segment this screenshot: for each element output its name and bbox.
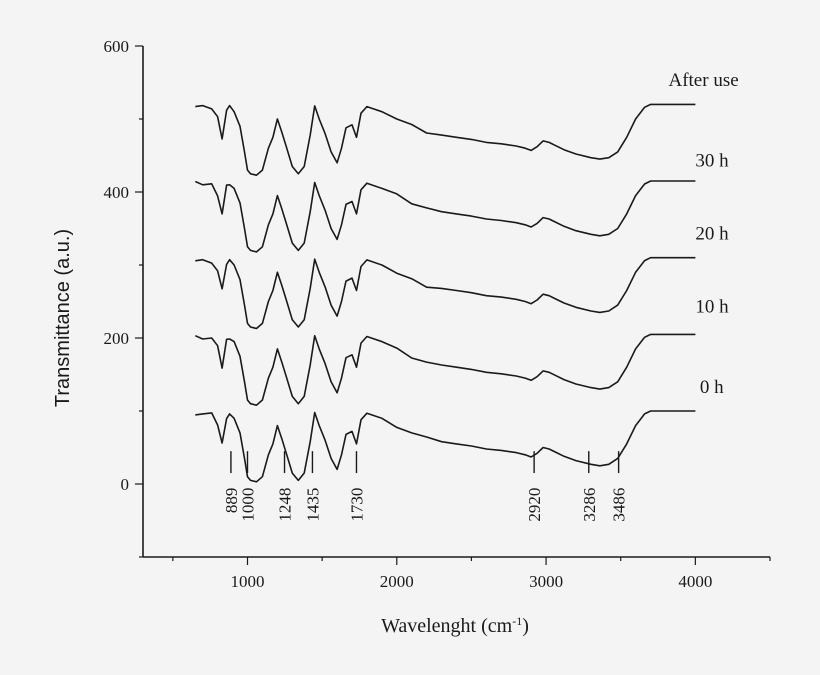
series-line [195, 410, 696, 483]
plot-area: 0 200 400 600 1000 2000 3000 4000 0 h 10 h 20 h 30 … [104, 37, 771, 591]
peak-marker-label: 2920 [525, 488, 544, 522]
peak-marker-label: 1000 [239, 488, 258, 522]
series-label: 0 h [700, 377, 724, 398]
peak-marker-label: 1248 [276, 488, 295, 522]
x-tick-label: 4000 [678, 572, 712, 591]
y-axis-label: Transmittance (a.u.) [52, 229, 74, 407]
x-tick-label: 3000 [529, 572, 563, 591]
peak-marker-label: 1730 [347, 488, 366, 522]
y-tick-label: 600 [104, 37, 130, 56]
series-line [194, 333, 696, 406]
peak-marker-label: 889 [222, 488, 241, 514]
series-line [195, 256, 696, 330]
x-axis-label-text: Wavelenght (cm [381, 615, 513, 637]
x-axis-label-superscript: -1 [512, 614, 522, 628]
x-axis-label: Wavelenght (cm-1) [381, 614, 529, 637]
y-tick-label: 200 [104, 329, 130, 348]
peak-marker-label: 3286 [580, 488, 599, 522]
series-line [195, 103, 696, 176]
peak-marker-label: 3486 [610, 488, 629, 522]
series-label: 20 h [695, 223, 729, 244]
y-tick-label: 400 [104, 183, 130, 202]
x-axis-label-end: ) [522, 615, 529, 637]
series-label: 10 h [695, 296, 729, 317]
x-tick-label: 1000 [231, 572, 265, 591]
peak-marker-label: 1435 [303, 488, 322, 522]
y-tick-label: 0 [121, 475, 130, 494]
series-line [194, 180, 696, 253]
series-label: 30 h [695, 150, 729, 171]
x-tick-label: 2000 [380, 572, 414, 591]
series-label: After use [668, 70, 738, 91]
